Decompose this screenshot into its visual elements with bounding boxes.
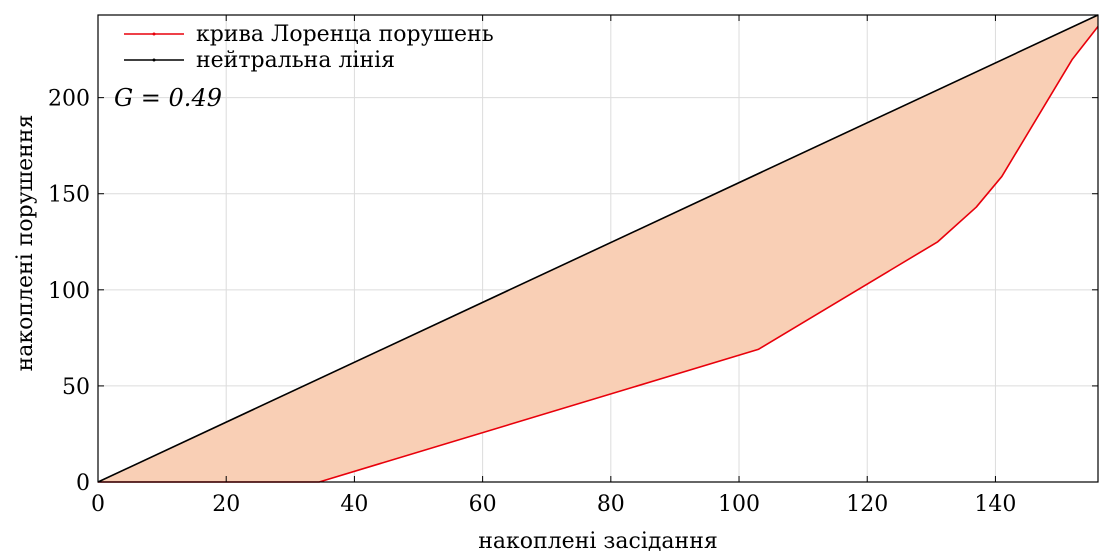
series-line-lorenz-curve: [98, 26, 1099, 483]
series-line-neutral-line: [97, 14, 1099, 483]
plot-frame: [97, 14, 1099, 483]
x-tick-label-4: 80: [597, 492, 625, 517]
legend-label-lorenz-curve: крива Лоренца порушень: [196, 22, 494, 47]
x-tick-label-6: 120: [846, 492, 888, 517]
axes-frame: [97, 14, 1099, 483]
y-tick-label-0: 0: [76, 471, 90, 496]
x-tick-label-1: 20: [212, 492, 240, 517]
y-tick-label-1: 50: [62, 375, 90, 400]
x-tick-label-3: 60: [469, 492, 497, 517]
legend-marker-lorenz-curve: [152, 32, 156, 36]
x-tick-label-7: 140: [974, 492, 1016, 517]
x-tick-label-5: 100: [718, 492, 760, 517]
legend-marker-neutral-line: [152, 58, 156, 62]
legend-label-neutral-line: нейтральна лінія: [196, 48, 395, 73]
y-tick-label-2: 100: [48, 279, 90, 304]
y-tick-label-4: 200: [48, 87, 90, 112]
axis-ticks: 0 20 40 60 80 100 120 140 0 50 100 150 200: [48, 15, 1098, 517]
y-tick-label-3: 150: [48, 183, 90, 208]
gini-annotation: G = 0.49: [114, 84, 222, 112]
legend: крива Лоренца порушень нейтральна лінія: [124, 22, 494, 73]
series-lines: [97, 14, 1099, 483]
y-axis-label: накоплені порушення: [13, 115, 38, 372]
x-tick-label-2: 40: [340, 492, 368, 517]
x-axis-label: накоплені засідання: [478, 529, 717, 554]
x-tick-label-0: 0: [91, 492, 105, 517]
